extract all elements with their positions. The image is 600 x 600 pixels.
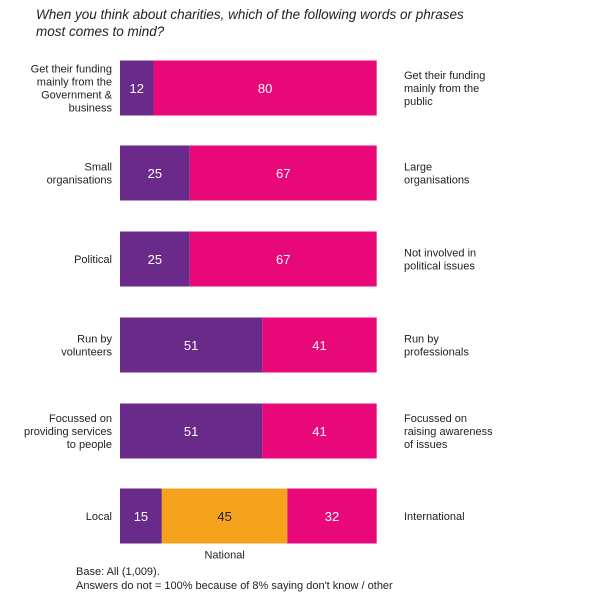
right-category-label: mainly from the xyxy=(404,83,479,95)
left-category-label: Local xyxy=(86,511,112,523)
data-label: 25 xyxy=(148,166,162,181)
right-category-label: International xyxy=(404,511,465,523)
data-label: 45 xyxy=(217,509,231,524)
bar-segment-left xyxy=(120,145,190,201)
left-category-label: Get their funding xyxy=(31,64,112,76)
right-category-label: Run by xyxy=(404,334,439,346)
bar-segment-left xyxy=(120,231,190,287)
right-category-label: Not involved in xyxy=(404,248,476,260)
left-category-label: Focussed on xyxy=(49,413,112,425)
right-category-label: professionals xyxy=(404,347,469,359)
chart-title: When you think about charities, which of… xyxy=(36,7,464,39)
bar-segment-right xyxy=(189,145,377,201)
bar-segment-middle xyxy=(161,488,288,544)
bar-segment-right xyxy=(189,231,377,287)
left-category-label: Small xyxy=(84,162,112,174)
bar-row: 15 45 32 Local International National xyxy=(86,488,465,562)
right-category-label: of issues xyxy=(404,439,448,451)
data-label: 41 xyxy=(312,424,326,439)
data-label: 15 xyxy=(134,509,148,524)
right-category-label: public xyxy=(404,96,433,108)
left-category-label: Run by xyxy=(77,334,112,346)
right-category-label: organisations xyxy=(404,175,470,187)
footnote: Base: All (1,009). Answers do not = 100%… xyxy=(76,565,393,593)
bar-segment-right xyxy=(287,488,377,544)
left-category-label: to people xyxy=(67,439,112,451)
bar-segment-right xyxy=(262,317,377,373)
bar-segment-left xyxy=(120,60,154,116)
left-category-label: mainly from the xyxy=(37,77,112,89)
bar-segment-left xyxy=(120,488,162,544)
data-label: 80 xyxy=(258,81,272,96)
footnote-note: Answers do not = 100% because of 8% sayi… xyxy=(76,580,393,592)
data-label: 51 xyxy=(184,424,198,439)
left-category-label: Political xyxy=(74,254,112,266)
data-label: 67 xyxy=(276,166,290,181)
data-label: 32 xyxy=(325,509,339,524)
left-category-label: Government & xyxy=(41,90,113,102)
right-category-label: Focussed on xyxy=(404,413,467,425)
middle-category-label: National xyxy=(204,550,244,562)
left-category-label: organisations xyxy=(47,175,113,187)
right-category-label: raising awareness xyxy=(404,426,493,438)
data-label: 25 xyxy=(148,252,162,267)
footnote-base: Base: All (1,009). xyxy=(76,566,160,578)
bar-segment-left xyxy=(120,403,263,459)
data-label: 67 xyxy=(276,252,290,267)
bar-segment-left xyxy=(120,317,263,373)
right-category-label: Large xyxy=(404,162,432,174)
bar-segment-right xyxy=(153,60,377,116)
left-category-label: business xyxy=(69,103,113,115)
data-label: 12 xyxy=(130,81,144,96)
right-category-label: Get their funding xyxy=(404,70,485,82)
left-category-label: volunteers xyxy=(61,347,112,359)
bar-segment-right xyxy=(262,403,377,459)
left-category-label: providing services xyxy=(24,426,113,438)
right-category-label: political issues xyxy=(404,261,475,273)
data-label: 41 xyxy=(312,338,326,353)
data-label: 51 xyxy=(184,338,198,353)
